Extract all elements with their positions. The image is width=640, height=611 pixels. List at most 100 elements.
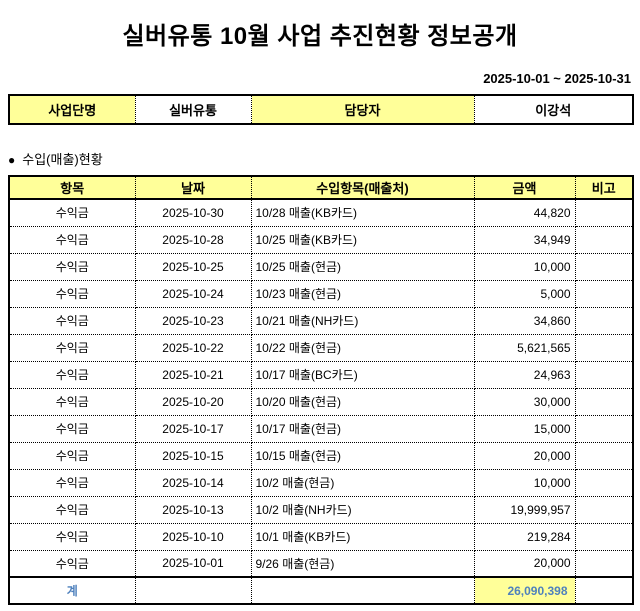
- info-value-business-group: 실버유통: [134, 94, 252, 125]
- sales-table: 항목 날짜 수입항목(매출처) 금액 비고 수익금 2025-10-30 10/28…: [8, 175, 634, 605]
- row-date: 2025-10-01: [134, 549, 252, 578]
- row-source: 10/23 매출(현금): [250, 279, 475, 308]
- table-row: 수익금 2025-10-22 10/22 매출(현금) 5,621,565: [8, 333, 634, 362]
- total-empty-date: [134, 576, 252, 605]
- table-row: 수익금 2025-10-21 10/17 매출(BC카드) 24,963: [8, 360, 634, 389]
- col-header-amount: 금액: [473, 175, 576, 200]
- row-item: 수익금: [8, 198, 136, 227]
- report-page: 실버유통 10월 사업 추진현황 정보공개 2025-10-01 ~ 2025-…: [0, 16, 640, 611]
- row-note: [574, 252, 634, 281]
- row-date: 2025-10-10: [134, 522, 252, 551]
- row-amount: 10,000: [473, 252, 576, 281]
- row-note: [574, 549, 634, 578]
- row-amount: 30,000: [473, 387, 576, 416]
- row-amount: 20,000: [473, 549, 576, 578]
- row-date: 2025-10-24: [134, 279, 252, 308]
- row-source: 9/26 매출(현금): [250, 549, 475, 578]
- row-date: 2025-10-17: [134, 414, 252, 443]
- row-note: [574, 468, 634, 497]
- row-amount: 20,000: [473, 441, 576, 470]
- row-amount: 15,000: [473, 414, 576, 443]
- row-note: [574, 387, 634, 416]
- info-row: 사업단명 실버유통 담당자 이강석: [8, 94, 634, 125]
- row-date: 2025-10-14: [134, 468, 252, 497]
- table-row: 수익금 2025-10-14 10/2 매출(현금) 10,000: [8, 468, 634, 497]
- col-header-source: 수입항목(매출처): [250, 175, 475, 200]
- row-item: 수익금: [8, 360, 136, 389]
- row-source: 10/2 매출(NH카드): [250, 495, 475, 524]
- row-source: 10/2 매출(현금): [250, 468, 475, 497]
- row-amount: 24,963: [473, 360, 576, 389]
- row-date: 2025-10-30: [134, 198, 252, 227]
- total-label: 계: [8, 576, 136, 605]
- bullet-icon: ●: [8, 153, 16, 167]
- row-item: 수익금: [8, 225, 136, 254]
- info-label-business-group: 사업단명: [8, 94, 136, 125]
- row-amount: 5,000: [473, 279, 576, 308]
- row-note: [574, 414, 634, 443]
- row-date: 2025-10-22: [134, 333, 252, 362]
- table-row: 수익금 2025-10-17 10/17 매출(현금) 15,000: [8, 414, 634, 443]
- table-row: 수익금 2025-10-13 10/2 매출(NH카드) 19,999,957: [8, 495, 634, 524]
- table-row: 수익금 2025-10-20 10/20 매출(현금) 30,000: [8, 387, 634, 416]
- row-amount: 19,999,957: [473, 495, 576, 524]
- row-item: 수익금: [8, 441, 136, 470]
- row-note: [574, 306, 634, 335]
- info-table: 사업단명 실버유통 담당자 이강석: [8, 94, 634, 125]
- table-row: 수익금 2025-10-23 10/21 매출(NH카드) 34,860: [8, 306, 634, 335]
- table-row: 수익금 2025-10-28 10/25 매출(KB카드) 34,949: [8, 225, 634, 254]
- row-source: 10/15 매출(현금): [250, 441, 475, 470]
- row-note: [574, 495, 634, 524]
- row-date: 2025-10-15: [134, 441, 252, 470]
- info-label-manager: 담당자: [250, 94, 475, 125]
- page-title: 실버유통 10월 사업 추진현황 정보공개: [122, 23, 518, 50]
- col-header-note: 비고: [574, 175, 634, 200]
- row-source: 10/25 매출(현금): [250, 252, 475, 281]
- row-date: 2025-10-28: [134, 225, 252, 254]
- row-source: 10/25 매출(KB카드): [250, 225, 475, 254]
- row-item: 수익금: [8, 522, 136, 551]
- row-date: 2025-10-21: [134, 360, 252, 389]
- table-row: 수익금 2025-10-15 10/15 매출(현금) 20,000: [8, 441, 634, 470]
- row-source: 10/28 매출(KB카드): [250, 198, 475, 227]
- row-date: 2025-10-20: [134, 387, 252, 416]
- row-date: 2025-10-23: [134, 306, 252, 335]
- row-date: 2025-10-25: [134, 252, 252, 281]
- row-amount: 5,621,565: [473, 333, 576, 362]
- total-empty-note: [574, 576, 634, 605]
- total-amount: 26,090,398: [473, 576, 576, 605]
- row-item: 수익금: [8, 252, 136, 281]
- table-row: 수익금 2025-10-30 10/28 매출(KB카드) 44,820: [8, 198, 634, 227]
- row-source: 10/20 매출(현금): [250, 387, 475, 416]
- row-note: [574, 333, 634, 362]
- row-amount: 219,284: [473, 522, 576, 551]
- row-item: 수익금: [8, 306, 136, 335]
- row-item: 수익금: [8, 387, 136, 416]
- total-empty-source: [250, 576, 475, 605]
- row-amount: 34,860: [473, 306, 576, 335]
- row-source: 10/17 매출(현금): [250, 414, 475, 443]
- row-source: 10/22 매출(현금): [250, 333, 475, 362]
- row-item: 수익금: [8, 414, 136, 443]
- table-row: 수익금 2025-10-25 10/25 매출(현금) 10,000: [8, 252, 634, 281]
- row-item: 수익금: [8, 549, 136, 578]
- header-row: 항목 날짜 수입항목(매출처) 금액 비고: [8, 175, 634, 200]
- table-row: 수익금 2025-10-10 10/1 매출(KB카드) 219,284: [8, 522, 634, 551]
- section-label: ● 수입(매출)현황: [8, 149, 640, 168]
- sales-rows: 수익금 2025-10-30 10/28 매출(KB카드) 44,820 수익금 2025…: [8, 198, 634, 578]
- row-source: 10/17 매출(BC카드): [250, 360, 475, 389]
- row-note: [574, 225, 634, 254]
- date-range: 2025-10-01 ~ 2025-10-31: [483, 71, 631, 86]
- row-note: [574, 198, 634, 227]
- row-item: 수익금: [8, 495, 136, 524]
- row-item: 수익금: [8, 279, 136, 308]
- row-amount: 34,949: [473, 225, 576, 254]
- row-note: [574, 279, 634, 308]
- row-amount: 10,000: [473, 468, 576, 497]
- row-item: 수익금: [8, 468, 136, 497]
- col-header-date: 날짜: [134, 175, 252, 200]
- total-row: 계 26,090,398: [8, 576, 634, 605]
- row-source: 10/21 매출(NH카드): [250, 306, 475, 335]
- row-source: 10/1 매출(KB카드): [250, 522, 475, 551]
- col-header-item: 항목: [8, 175, 136, 200]
